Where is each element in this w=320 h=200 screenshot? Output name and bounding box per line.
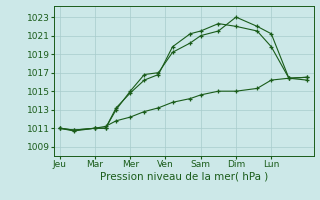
X-axis label: Pression niveau de la mer( hPa ): Pression niveau de la mer( hPa ) (100, 172, 268, 182)
